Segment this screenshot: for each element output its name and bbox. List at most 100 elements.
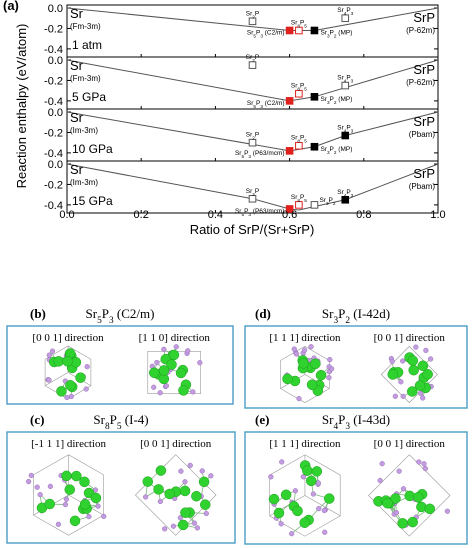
p-atom — [327, 357, 333, 363]
data-point — [310, 201, 319, 209]
sr-atom — [65, 380, 76, 391]
y-tick-label: -0.4 — [44, 44, 63, 56]
sr-atom — [397, 518, 408, 529]
p-atom — [418, 390, 424, 396]
view-direction-label: [1 1 0] direction — [139, 332, 211, 344]
p-atom — [64, 394, 70, 401]
p-atom — [25, 478, 32, 485]
x-tick-label: 0.0 — [59, 209, 74, 221]
sr-atom — [198, 476, 210, 488]
data-point — [341, 195, 350, 204]
data-point — [341, 81, 350, 90]
sr-atom — [387, 369, 399, 380]
p-atom — [34, 484, 40, 490]
p-atom — [393, 510, 400, 516]
p-atom — [389, 358, 395, 365]
p-atom — [84, 364, 90, 370]
data-point-label: Sr4P3 — [337, 125, 353, 134]
structure-frame — [244, 431, 468, 545]
x-tick-label: 0.4 — [208, 209, 223, 221]
right-end-space-group: (Pbam) — [409, 130, 436, 139]
p-atom — [63, 496, 70, 502]
convex-hull-line — [66, 59, 439, 102]
sr-atom — [71, 470, 82, 482]
p-atom — [423, 347, 429, 353]
p-atom — [315, 480, 321, 486]
sr-atom — [177, 519, 189, 531]
p-atom — [182, 479, 188, 485]
sr-atom — [155, 465, 167, 476]
sr-atom — [268, 493, 280, 505]
p-atom — [55, 521, 61, 527]
data-point — [285, 147, 294, 155]
x-axis-label: Ratio of SrP/(Sr+SrP) — [190, 222, 315, 237]
structure-panel-label: (b) — [30, 306, 46, 321]
y-tick-label: -0.2 — [44, 23, 63, 35]
sr-atom — [311, 466, 323, 477]
p-atom — [62, 501, 69, 508]
p-atom — [86, 514, 92, 520]
pressure-label: 10 GPa — [72, 142, 113, 156]
left-end-name: Sr — [70, 162, 84, 177]
x-tick-label: 0.6 — [282, 209, 297, 221]
sr-atom — [306, 379, 318, 390]
data-point-label: Sr5P3 (P63/mcm) — [235, 150, 285, 159]
p-atom — [400, 486, 407, 492]
data-point — [285, 26, 294, 35]
structure-formula: Sr4P3 (I-43d) — [322, 412, 390, 432]
view-direction-label: [0 0 1] direction — [32, 332, 104, 344]
p-atom — [420, 395, 426, 401]
p-atom — [163, 383, 170, 389]
data-point — [248, 138, 257, 147]
structure-formula: Sr3P2 (I-42d) — [322, 306, 390, 326]
p-atom — [197, 360, 203, 366]
p-atom — [300, 474, 306, 480]
p-atom — [268, 474, 274, 480]
structure-panel-label: (d) — [255, 306, 271, 321]
sr-atom — [315, 369, 327, 381]
y-tick-label: -0.4 — [44, 96, 63, 108]
data-point — [295, 201, 303, 209]
p-atom — [289, 531, 295, 537]
p-atom — [49, 348, 56, 354]
data-point — [310, 93, 319, 101]
data-point — [285, 97, 294, 105]
sr-atom — [310, 358, 321, 370]
p-atom — [37, 492, 43, 498]
p-atom — [46, 377, 52, 383]
right-end-space-group: (P-62m) — [406, 26, 435, 35]
p-atom — [208, 473, 214, 479]
sr-atom — [53, 356, 64, 367]
structure-panel-e: (e) Sr4P3 (I-43d) [1 1 1] direction [0 0 1]… — [244, 412, 468, 545]
sr-atom — [90, 492, 102, 504]
sr-atom — [168, 349, 180, 361]
sr-atom — [424, 503, 436, 515]
data-point-label: Sr3P2 (MP) — [320, 96, 352, 105]
left-end-space-group: (Im-3m) — [70, 178, 98, 187]
p-atom — [154, 359, 160, 366]
sr-atom — [422, 369, 433, 380]
p-atom — [161, 346, 167, 352]
data-point — [341, 131, 350, 140]
p-atom — [47, 483, 53, 489]
sr-atom — [61, 470, 72, 482]
p-atom — [83, 386, 89, 392]
p-atom — [422, 465, 428, 472]
p-atom — [185, 348, 191, 354]
sr-atom — [413, 491, 424, 503]
p-atom — [400, 393, 406, 399]
y-tick-label: -0.2 — [44, 127, 63, 139]
left-end-space-group: (Fm-3m) — [70, 22, 101, 31]
p-atom — [162, 526, 168, 532]
sr-atom — [292, 505, 303, 517]
p-atom — [191, 520, 198, 526]
convex-hull-line — [66, 163, 439, 211]
sr-atom — [79, 476, 90, 488]
x-tick-label: 0.8 — [356, 209, 371, 221]
sr-atom — [44, 498, 55, 510]
data-point-label: Sr3P2 (MP) — [320, 29, 352, 38]
p-atom — [308, 344, 314, 350]
p-atom — [173, 344, 179, 350]
sr-atom — [382, 497, 393, 509]
p-atom — [326, 375, 332, 381]
